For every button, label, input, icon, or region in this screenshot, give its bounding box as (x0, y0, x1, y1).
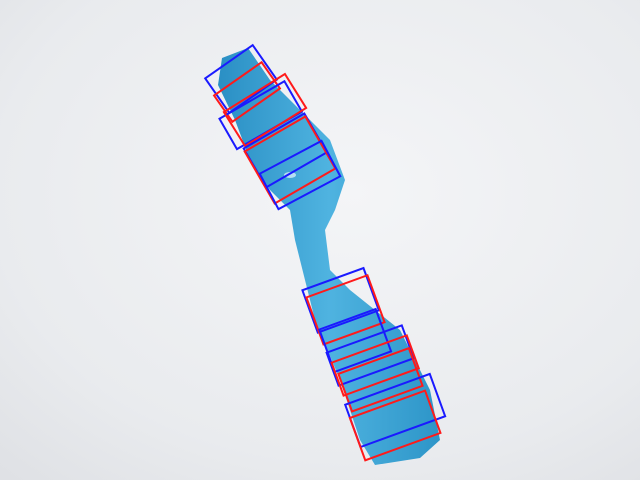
grasp-rect (348, 389, 442, 462)
grasp-rect (318, 307, 393, 374)
grasp-rect (212, 60, 282, 124)
grasp-rect (301, 266, 381, 334)
grasp-rect (337, 346, 424, 413)
grasp-rect (222, 72, 308, 148)
grasp-rect (325, 324, 416, 387)
grasp-rect (305, 273, 386, 346)
plastic-knife (218, 48, 440, 465)
grasp-rect (258, 139, 342, 211)
grasp-rectangles (203, 43, 447, 462)
grasp-rect (330, 334, 421, 397)
grasp-rect (203, 43, 279, 115)
